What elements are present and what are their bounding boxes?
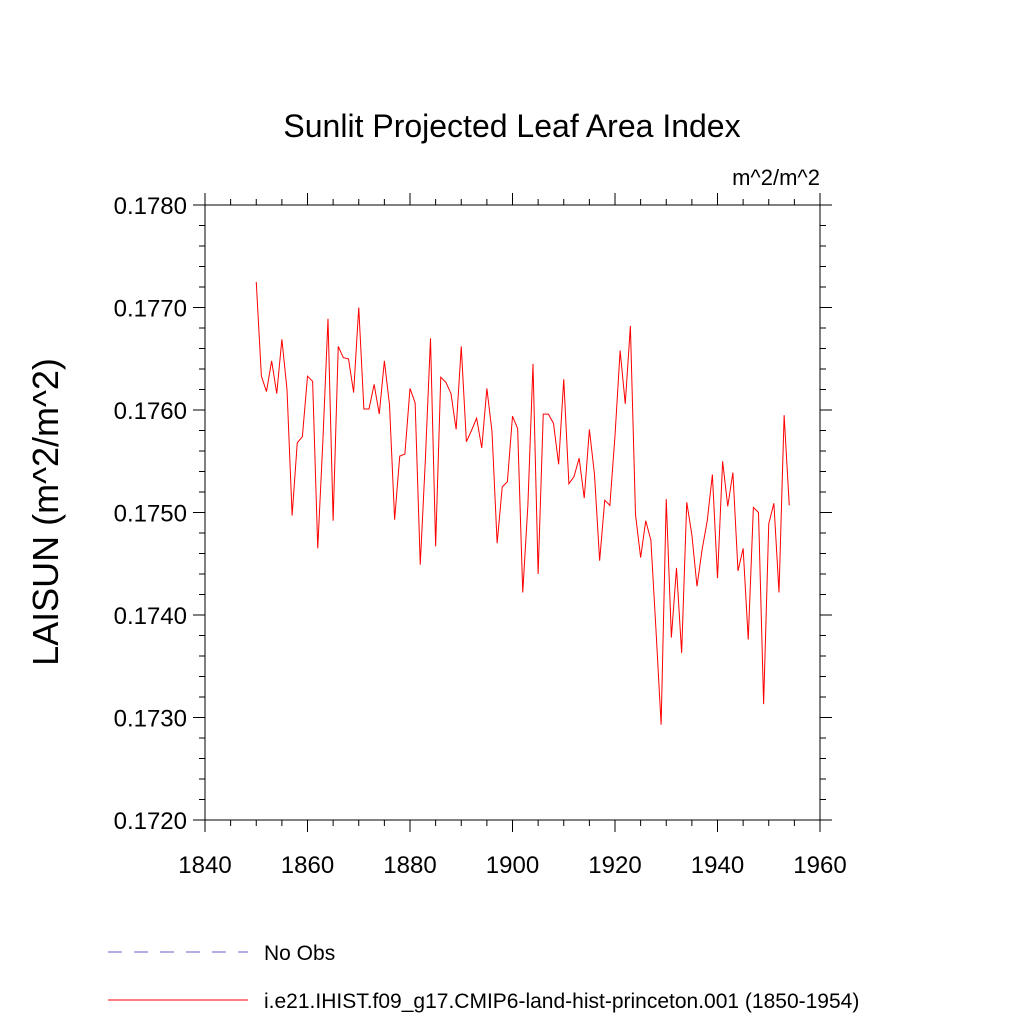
- y-tick-label: 0.1720: [114, 808, 187, 835]
- y-tick-label: 0.1750: [114, 501, 187, 528]
- series-line: [255, 281, 790, 725]
- axis-ticks: [193, 193, 832, 832]
- x-tick-label: 1900: [486, 852, 539, 879]
- chart-title: Sunlit Projected Leaf Area Index: [283, 108, 740, 144]
- x-tick-label: 1860: [281, 852, 334, 879]
- y-tick-label: 0.1770: [114, 296, 187, 323]
- x-tick-label: 1840: [178, 852, 231, 879]
- x-tick-label: 1920: [588, 852, 641, 879]
- y-tick-label: 0.1760: [114, 398, 187, 425]
- plot-frame: [204, 204, 821, 821]
- y-axis-label: LAISUN (m^2/m^2): [25, 358, 66, 666]
- x-tick-label: 1960: [793, 852, 846, 879]
- legend: No Obs i.e21.IHIST.f09_g17.CMIP6-land-his…: [108, 942, 859, 1013]
- legend-label: i.e21.IHIST.f09_g17.CMIP6-land-hist-prin…: [264, 990, 859, 1013]
- x-tick-label: 1880: [383, 852, 436, 879]
- y-tick-label: 0.1730: [114, 706, 187, 733]
- units-label: m^2/m^2: [732, 165, 820, 190]
- plot-series: [255, 281, 790, 725]
- legend-label: No Obs: [264, 942, 335, 965]
- y-tick-label: 0.1780: [114, 193, 187, 220]
- axis-tick-labels: 1840 1860 1880 1900 1920 1940 1960 0.1720 0.1730…: [114, 193, 847, 879]
- y-tick-label: 0.1740: [114, 603, 187, 630]
- x-tick-label: 1940: [691, 852, 744, 879]
